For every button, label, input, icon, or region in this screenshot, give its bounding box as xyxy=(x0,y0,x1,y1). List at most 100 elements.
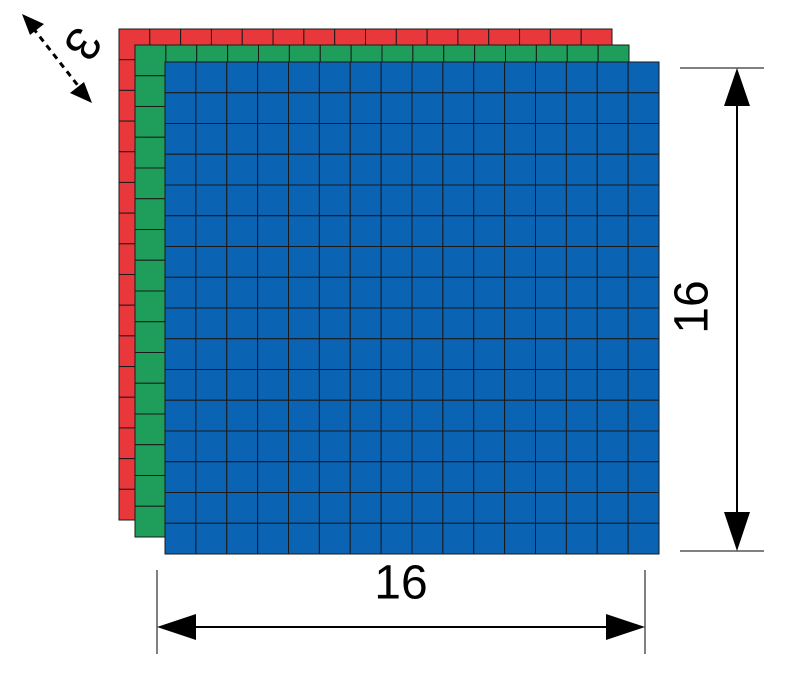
grid-cell xyxy=(412,308,443,339)
grid-cell xyxy=(412,493,443,524)
grid-cell xyxy=(381,339,412,370)
grid-cell xyxy=(135,291,166,322)
grid-cell xyxy=(412,370,443,401)
height-dimension: 16 xyxy=(666,68,764,551)
grid-cell xyxy=(443,247,474,278)
grid-cell xyxy=(165,339,196,370)
grid-cell xyxy=(474,247,505,278)
grid-cell xyxy=(536,462,567,493)
grid-cell xyxy=(227,400,258,431)
grid-cell xyxy=(196,462,227,493)
grid-cell xyxy=(319,124,350,155)
grid-cell xyxy=(135,230,166,261)
grid-cell xyxy=(289,308,320,339)
grid-cell xyxy=(443,400,474,431)
grid-cell xyxy=(196,62,227,93)
grid-cell xyxy=(505,185,536,216)
grid-cell xyxy=(505,247,536,278)
grid-cell xyxy=(319,523,350,554)
grid-cell xyxy=(566,216,597,247)
grid-cell xyxy=(227,185,258,216)
grid-cell xyxy=(536,62,567,93)
grid-cell xyxy=(505,62,536,93)
grid-cell xyxy=(350,462,381,493)
grid-cell xyxy=(536,216,567,247)
grid-cell xyxy=(227,431,258,462)
grid-cell xyxy=(350,62,381,93)
grid-cell xyxy=(289,185,320,216)
grid-cell xyxy=(258,493,289,524)
grid-cell xyxy=(258,124,289,155)
grid-cell xyxy=(196,154,227,185)
blue-layer xyxy=(165,62,659,554)
grid-cell xyxy=(474,523,505,554)
grid-cell xyxy=(196,493,227,524)
grid-cell xyxy=(597,462,628,493)
grid-cell xyxy=(443,431,474,462)
grid-cell xyxy=(319,93,350,124)
grid-cell xyxy=(165,185,196,216)
grid-cell xyxy=(258,277,289,308)
grid-cell xyxy=(381,93,412,124)
depth-label: 3 xyxy=(53,18,112,69)
grid-cell xyxy=(443,339,474,370)
grid-cell xyxy=(196,523,227,554)
grid-cell xyxy=(412,277,443,308)
grid-cell xyxy=(597,523,628,554)
grid-cell xyxy=(536,154,567,185)
channel-layers xyxy=(119,29,659,554)
grid-cell xyxy=(628,493,659,524)
grid-cell xyxy=(227,308,258,339)
grid-cell xyxy=(505,339,536,370)
grid-cell xyxy=(135,199,166,230)
grid-cell xyxy=(165,400,196,431)
grid-cell xyxy=(165,124,196,155)
grid-cell xyxy=(443,493,474,524)
grid-cell xyxy=(412,154,443,185)
grid-cell xyxy=(597,216,628,247)
grid-cell xyxy=(227,124,258,155)
grid-cell xyxy=(597,154,628,185)
grid-cell xyxy=(474,185,505,216)
grid-cell xyxy=(381,523,412,554)
grid-cell xyxy=(566,124,597,155)
grid-cell xyxy=(566,493,597,524)
grid-cell xyxy=(474,339,505,370)
grid-cell xyxy=(135,506,166,537)
grid-cell xyxy=(258,462,289,493)
grid-cell xyxy=(289,370,320,401)
grid-cell xyxy=(196,308,227,339)
grid-cell xyxy=(258,62,289,93)
grid-cell xyxy=(443,93,474,124)
grid-cell xyxy=(196,124,227,155)
grid-cell xyxy=(289,523,320,554)
width-arrowhead-right xyxy=(606,614,645,640)
grid-cell xyxy=(443,370,474,401)
grid-cell xyxy=(536,523,567,554)
grid-cell xyxy=(165,462,196,493)
grid-cell xyxy=(566,154,597,185)
grid-cell xyxy=(443,308,474,339)
grid-cell xyxy=(135,168,166,199)
grid-cell xyxy=(165,308,196,339)
grid-cell xyxy=(381,400,412,431)
grid-cell xyxy=(135,45,166,76)
grid-cell xyxy=(381,431,412,462)
grid-cell xyxy=(443,216,474,247)
grid-cell xyxy=(536,493,567,524)
grid-cell xyxy=(628,462,659,493)
grid-cell xyxy=(628,93,659,124)
grid-cell xyxy=(258,216,289,247)
grid-cell xyxy=(505,93,536,124)
grid-cell xyxy=(628,431,659,462)
grid-cell xyxy=(381,308,412,339)
height-arrowhead-top xyxy=(724,68,750,106)
grid-cell xyxy=(536,185,567,216)
grid-cell xyxy=(196,277,227,308)
grid-cell xyxy=(258,339,289,370)
grid-cell xyxy=(474,277,505,308)
grid-cell xyxy=(566,523,597,554)
grid-cell xyxy=(289,93,320,124)
grid-cell xyxy=(289,216,320,247)
grid-cell xyxy=(566,93,597,124)
